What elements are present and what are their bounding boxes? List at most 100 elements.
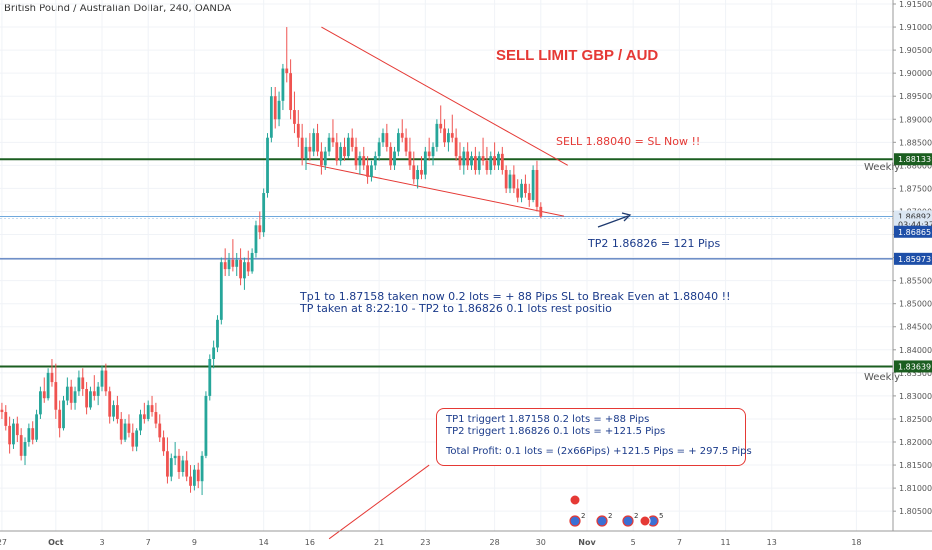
candle[interactable]	[258, 211, 262, 240]
candle[interactable]	[192, 465, 196, 491]
candle[interactable]	[266, 133, 269, 198]
trend-line[interactable]	[321, 26, 568, 166]
event-badge[interactable]: 2	[569, 512, 585, 527]
candle[interactable]	[435, 119, 439, 152]
candle[interactable]	[531, 165, 535, 203]
candle[interactable]	[42, 377, 46, 403]
candle[interactable]	[396, 128, 400, 157]
candle[interactable]	[497, 151, 500, 170]
candle[interactable]	[358, 151, 362, 175]
candle[interactable]	[35, 409, 38, 443]
candle[interactable]	[512, 165, 516, 194]
candle[interactable]	[223, 248, 227, 277]
candle[interactable]	[447, 128, 450, 152]
price-axis-bg[interactable]	[893, 0, 932, 550]
candle[interactable]	[320, 142, 323, 175]
candle[interactable]	[485, 146, 489, 175]
candle[interactable]	[50, 359, 54, 387]
candle[interactable]	[524, 174, 527, 198]
candle[interactable]	[381, 128, 385, 147]
candle[interactable]	[454, 128, 458, 161]
candle[interactable]	[431, 142, 435, 166]
candle[interactable]	[458, 142, 462, 170]
candle[interactable]	[504, 165, 508, 194]
candle[interactable]	[196, 462, 200, 489]
candle[interactable]	[139, 409, 142, 436]
candle[interactable]	[296, 110, 300, 147]
candle[interactable]	[508, 169, 512, 194]
candle[interactable]	[316, 123, 319, 157]
candle[interactable]	[373, 151, 377, 170]
candle[interactable]	[477, 151, 481, 175]
candle[interactable]	[416, 165, 420, 189]
candle[interactable]	[366, 156, 369, 184]
flag-icon[interactable]	[639, 515, 651, 527]
candle[interactable]	[131, 423, 135, 452]
candle[interactable]	[69, 379, 73, 410]
candle[interactable]	[516, 179, 520, 203]
candle[interactable]	[15, 416, 19, 443]
event-badge[interactable]: 2	[596, 512, 612, 527]
candle[interactable]	[393, 146, 396, 170]
candle[interactable]	[535, 160, 539, 212]
candle[interactable]	[443, 119, 446, 147]
candle[interactable]	[216, 315, 219, 353]
candle[interactable]	[423, 146, 427, 180]
candle[interactable]	[254, 220, 258, 258]
candle[interactable]	[350, 128, 354, 152]
candle[interactable]	[19, 428, 23, 461]
candle[interactable]	[112, 400, 115, 422]
candle[interactable]	[108, 386, 112, 424]
candle[interactable]	[85, 382, 89, 415]
candle[interactable]	[65, 377, 69, 406]
candle[interactable]	[250, 248, 254, 274]
candle[interactable]	[312, 128, 316, 157]
candle[interactable]	[243, 257, 246, 290]
candle[interactable]	[473, 146, 477, 175]
candle[interactable]	[54, 363, 58, 419]
candle[interactable]	[539, 202, 543, 218]
candle[interactable]	[281, 63, 285, 111]
candle[interactable]	[169, 453, 173, 482]
candle[interactable]	[200, 451, 204, 496]
candle[interactable]	[77, 370, 81, 396]
candle[interactable]	[404, 128, 408, 157]
candle[interactable]	[339, 142, 343, 166]
candle[interactable]	[4, 405, 8, 431]
candle[interactable]	[31, 421, 35, 445]
candle[interactable]	[46, 368, 50, 401]
candle[interactable]	[412, 151, 416, 184]
candle[interactable]	[389, 142, 393, 170]
candle[interactable]	[115, 395, 119, 424]
candle[interactable]	[489, 151, 493, 175]
candle[interactable]	[100, 365, 104, 392]
candle[interactable]	[154, 402, 158, 429]
event-badge[interactable]: 5	[647, 512, 663, 527]
candle[interactable]	[204, 391, 208, 459]
candle[interactable]	[362, 146, 366, 170]
candle[interactable]	[323, 146, 327, 170]
trend-line[interactable]	[305, 162, 564, 217]
candle[interactable]	[285, 27, 289, 83]
candle[interactable]	[62, 395, 65, 431]
candle[interactable]	[119, 412, 123, 445]
candle[interactable]	[300, 123, 304, 166]
candle[interactable]	[158, 414, 162, 443]
trend-line[interactable]	[328, 464, 430, 540]
candle[interactable]	[39, 386, 42, 419]
candle[interactable]	[89, 386, 92, 410]
candle[interactable]	[420, 156, 423, 180]
candle[interactable]	[343, 137, 346, 161]
candle[interactable]	[231, 239, 235, 272]
candle[interactable]	[439, 105, 443, 134]
candle[interactable]	[227, 252, 231, 277]
candle[interactable]	[96, 382, 100, 406]
candle[interactable]	[335, 133, 339, 166]
candle[interactable]	[173, 442, 177, 466]
candle[interactable]	[370, 160, 373, 182]
candle[interactable]	[293, 91, 296, 134]
candle[interactable]	[185, 451, 189, 482]
candle[interactable]	[427, 137, 431, 161]
candle[interactable]	[27, 423, 31, 447]
candle[interactable]	[527, 183, 531, 207]
